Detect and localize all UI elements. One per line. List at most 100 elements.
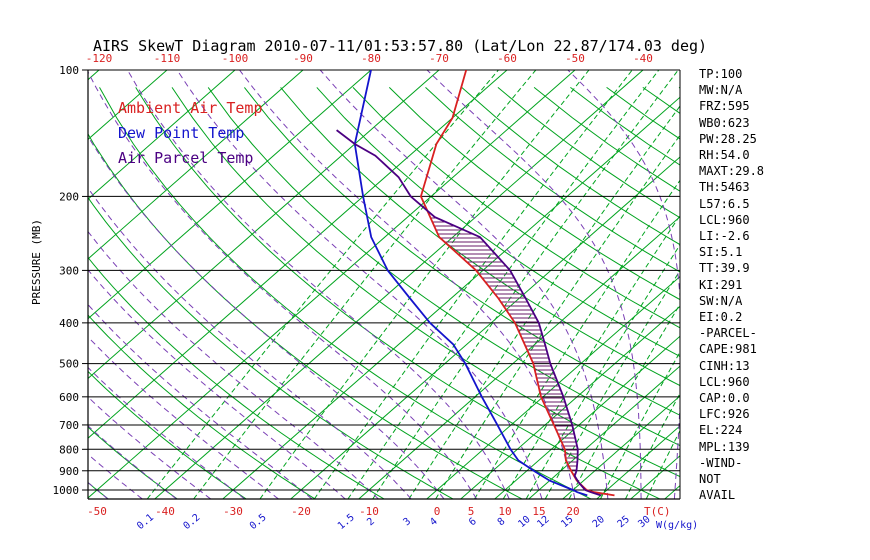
isotherm-line	[290, 156, 680, 499]
pressure-tick-label: 500	[59, 358, 79, 371]
dry-adiabat-line	[88, 426, 178, 499]
mixing-ratio-tick-label: 10	[516, 514, 532, 530]
isotherm-line	[460, 305, 680, 499]
stat-mpl139: MPL:139	[699, 439, 750, 454]
stat-tp100: TP:100	[699, 67, 743, 81]
bottom-temp-tick-label: -20	[291, 505, 311, 518]
bottom-temp-tick-label: 10	[498, 505, 511, 518]
stat-ki291: KI:291	[699, 277, 743, 292]
dry-adiabat-line	[316, 87, 680, 357]
mixing-ratio-line	[408, 105, 680, 499]
dry-adiabat-line	[352, 87, 680, 329]
stat-cap00: CAP:0.0	[699, 391, 750, 406]
legend-dew-point-temp: Dew Point Temp	[118, 124, 245, 142]
mixing-ratio-tick-label: 0.2	[182, 512, 203, 532]
dry-adiabat-line	[88, 314, 316, 499]
pressure-tick-label: 400	[59, 317, 79, 330]
isotherm-line	[0, 70, 31, 499]
dry-adiabat-line	[88, 132, 523, 499]
bottom-temp-tick-label: -50	[87, 505, 107, 518]
top-temp-tick-label: -60	[497, 52, 517, 65]
bottom-temp-tick-label: -40	[155, 505, 175, 518]
mixing-ratio-line	[193, 70, 537, 499]
mixing-ratio-line	[259, 70, 590, 499]
stat-ei02: EI:0.2	[699, 310, 743, 325]
stat-rh540: RH:54.0	[699, 148, 750, 163]
top-temp-tick-label: -90	[293, 52, 313, 65]
stat-pw2825: PW:28.25	[699, 131, 757, 146]
stat-mwna: MW:N/A	[699, 83, 743, 98]
isotherm-line	[88, 70, 304, 260]
air-parcel-temp-curve	[336, 129, 602, 497]
moist-adiabat-line	[88, 230, 379, 499]
mixing-ratio-line	[347, 70, 660, 499]
stat-lcl960: LCL:960	[699, 374, 750, 389]
dry-adiabat-line	[88, 370, 247, 499]
mixing-ratio-line	[435, 134, 680, 499]
mixing-ratio-line	[313, 70, 633, 499]
mixing-ratio-tick-label: 1.5	[336, 512, 357, 532]
moist-adiabat-line	[88, 269, 346, 499]
pressure-tick-label: 300	[59, 264, 79, 277]
mixing-ratio-tick-label: 25	[616, 514, 632, 530]
pressure-tick-label: 1000	[53, 484, 80, 497]
dry-adiabat-line	[88, 196, 454, 499]
dry-adiabat-line	[99, 87, 592, 499]
plot-background	[0, 70, 680, 499]
isotherm-line	[596, 425, 680, 499]
mixing-ratio-line	[568, 303, 680, 499]
top-temp-tick-label: -100	[222, 52, 249, 65]
dry-adiabat-line	[244, 87, 680, 416]
isotherm-line	[528, 365, 680, 499]
top-temp-tick-label: -120	[86, 52, 113, 65]
mixing-ratio-tick-label: 0.5	[248, 512, 269, 532]
mixing-ratio-tick-label: 4	[428, 516, 440, 528]
stat-cape981: CAPE:981	[699, 342, 757, 357]
cape-hatch	[430, 217, 578, 475]
mixing-ratio-tick-label: 20	[591, 514, 607, 530]
dry-adiabat-line	[171, 87, 680, 478]
mixing-ratio-line	[474, 179, 680, 499]
mixing-ratio-tick-label: 2	[365, 516, 377, 528]
plot-frame	[87, 70, 681, 500]
chart-title: AIRS SkewT Diagram 2010-07-11/01:53:57.8…	[92, 37, 708, 55]
bottom-temp-tick-label: 20	[566, 505, 579, 518]
isotherm-line	[88, 70, 440, 380]
legend-air-parcel-temp: Air Parcel Temp	[118, 149, 254, 167]
isotherm-line	[88, 70, 508, 439]
dry-adiabat-line	[425, 87, 680, 273]
moist-adiabat-line	[88, 336, 279, 499]
stat-maxt298: MAXT:29.8	[699, 164, 765, 179]
stat-cinh13: CINH:13	[699, 358, 750, 373]
mixing-ratio-tick-label: 3	[401, 516, 413, 528]
legend: Ambient Air Temp Dew Point Temp Air Parc…	[118, 96, 263, 171]
moist-adiabat-line	[319, 70, 609, 499]
stat-th5463: TH:5463	[699, 180, 750, 195]
mixing-ratio-tick-label: 6	[467, 516, 479, 528]
legend-ambient-air-temp: Ambient Air Temp	[118, 99, 263, 117]
stats-panel: TP:100 MW:N/A FRZ:595 WB0:623 PW:28.25 RH:54.…	[699, 66, 869, 503]
mixing-ratio-line	[525, 243, 680, 499]
moist-adiabat-line	[88, 366, 245, 499]
bottom-temp-tick-label: -30	[223, 505, 243, 518]
moist-adiabat-line	[88, 70, 477, 499]
top-temp-tick-label: -50	[565, 52, 585, 65]
isotherm-line	[358, 216, 680, 499]
temp-axis-unit-label: T(C)	[644, 505, 671, 518]
mixing-ratio-tick-label: 8	[496, 516, 508, 528]
bottom-temp-tick-label: 5	[468, 505, 475, 518]
moist-adiabat-line	[88, 187, 412, 499]
stat-frz595: FRZ:595	[699, 99, 750, 114]
moist-adiabat-line	[88, 303, 313, 499]
pressure-tick-label: 600	[59, 391, 79, 404]
pressure-tick-label: 800	[59, 443, 79, 456]
pressure-lines	[88, 69, 680, 491]
pressure-tick-label: 100	[59, 64, 79, 77]
stat-li26: LI:-2.6	[699, 229, 750, 244]
pressure-tick-label: 200	[59, 190, 79, 203]
isotherm-line	[222, 96, 680, 499]
mixing-ratio-line	[502, 214, 680, 499]
isotherm-line	[494, 335, 680, 499]
